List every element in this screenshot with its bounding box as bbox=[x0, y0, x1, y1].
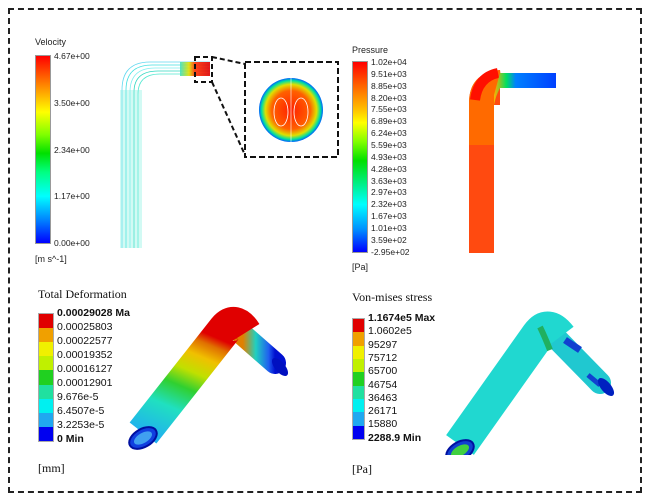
velocity-legend-label: 0.00e+00 bbox=[54, 238, 90, 249]
deformation-legend-label: 6.4507e-5 bbox=[57, 405, 105, 417]
deformation-colorbar bbox=[38, 313, 54, 442]
zoom-region-box bbox=[194, 56, 213, 83]
pressure-title: Pressure bbox=[352, 45, 389, 55]
colorbar-band bbox=[353, 412, 364, 426]
colorbar-band bbox=[39, 342, 53, 357]
deformation-legend-label: 9.676e-5 bbox=[57, 391, 99, 403]
stress-legend-label: 36463 bbox=[368, 391, 398, 404]
velocity-legend-label: 4.67e+00 bbox=[54, 51, 90, 61]
stress-legend-label: 75712 bbox=[368, 351, 398, 364]
pressure-legend-label: 6.24e+03 bbox=[371, 128, 407, 139]
stress-legend-label: 26171 bbox=[368, 405, 398, 418]
colorbar-band bbox=[39, 398, 53, 413]
pressure-legend-label: 4.28e+03 bbox=[371, 163, 407, 174]
stress-pipe-model bbox=[445, 311, 615, 455]
colorbar-band bbox=[353, 385, 364, 399]
pressure-legend-label: 8.85e+03 bbox=[371, 80, 407, 91]
deformation-legend-label: 0.00016127 bbox=[57, 363, 113, 375]
pressure-legend-label: 3.63e+03 bbox=[371, 175, 407, 186]
colorbar-band bbox=[353, 398, 364, 413]
pressure-unit: [Pa] bbox=[352, 262, 369, 272]
pressure-legend-label: 6.89e+03 bbox=[371, 116, 407, 127]
colorbar-band bbox=[39, 384, 53, 399]
velocity-legend-label: 2.34e+00 bbox=[54, 144, 90, 155]
dashed-frame bbox=[8, 8, 642, 493]
pressure-legend-label: 8.20e+03 bbox=[371, 92, 407, 103]
velocity-unit: [m s^-1] bbox=[35, 254, 67, 264]
colorbar-band bbox=[353, 319, 364, 333]
colorbar-band bbox=[353, 372, 364, 386]
pressure-legend-label: 9.51e+03 bbox=[371, 68, 407, 79]
colorbar-band bbox=[39, 370, 53, 385]
colorbar-band bbox=[353, 345, 364, 359]
pressure-contour bbox=[469, 68, 556, 253]
deformation-legend-label: 0.00025803 bbox=[57, 321, 113, 333]
deformation-legend-label: 0.00029028 Ma bbox=[57, 307, 130, 319]
stress-legend-label: 65700 bbox=[368, 365, 398, 378]
velocity-legend-label: 3.50e+00 bbox=[54, 97, 90, 108]
stress-legend-label: 95297 bbox=[368, 338, 398, 351]
pressure-legend-label: -2.95e+02 bbox=[371, 246, 410, 257]
colorbar-band bbox=[353, 358, 364, 373]
colorbar-band bbox=[39, 314, 53, 329]
deformation-title: Total Deformation bbox=[38, 287, 127, 301]
pressure-legend-label: 1.01e+03 bbox=[371, 222, 407, 233]
stress-legend-label: 2288.9 Min bbox=[368, 431, 422, 444]
colorbar-band bbox=[39, 426, 53, 441]
pressure-legend-label: 5.59e+03 bbox=[371, 139, 407, 150]
stress-legend-label: 1.0602e5 bbox=[368, 325, 412, 338]
deformation-legend-label: 0.00012901 bbox=[57, 377, 113, 389]
stress-legend-label: 1.1674e5 Max bbox=[368, 312, 436, 324]
pressure-legend-label: 1.67e+03 bbox=[371, 211, 407, 222]
colorbar-band bbox=[353, 332, 364, 346]
stress-legend-label: 46754 bbox=[368, 378, 398, 391]
colorbar-band bbox=[353, 425, 364, 439]
pressure-legend-label: 3.59e+02 bbox=[371, 234, 407, 245]
stress-colorbar bbox=[352, 318, 365, 440]
stress-unit: [Pa] bbox=[352, 462, 372, 476]
pressure-legend-label: 2.97e+03 bbox=[371, 187, 407, 198]
pressure-legend-label: 1.02e+04 bbox=[371, 57, 407, 67]
deformation-unit: [mm] bbox=[38, 461, 65, 475]
pressure-colorbar bbox=[352, 61, 368, 253]
colorbar-band bbox=[39, 356, 53, 371]
deformation-pipe-model bbox=[128, 306, 289, 450]
deformation-legend-label: 3.2253e-5 bbox=[57, 419, 105, 431]
stress-title: Von-mises stress bbox=[352, 290, 433, 304]
pressure-legend-label: 4.93e+03 bbox=[371, 151, 407, 162]
deformation-legend-label: 0 Min bbox=[57, 433, 84, 445]
pressure-legend-label: 2.32e+03 bbox=[371, 199, 407, 210]
velocity-title: Velocity bbox=[35, 37, 67, 47]
velocity-streamlines bbox=[120, 56, 339, 248]
deformation-legend-label: 0.00019352 bbox=[57, 349, 113, 361]
pressure-legend-label: 7.55e+03 bbox=[371, 104, 407, 115]
stress-legend-label: 15880 bbox=[368, 418, 398, 431]
deformation-legend-label: 0.00022577 bbox=[57, 335, 113, 347]
velocity-legend-label: 1.17e+00 bbox=[54, 191, 90, 202]
colorbar-band bbox=[39, 412, 53, 427]
colorbar-band bbox=[39, 328, 53, 343]
velocity-colorbar bbox=[35, 55, 51, 244]
